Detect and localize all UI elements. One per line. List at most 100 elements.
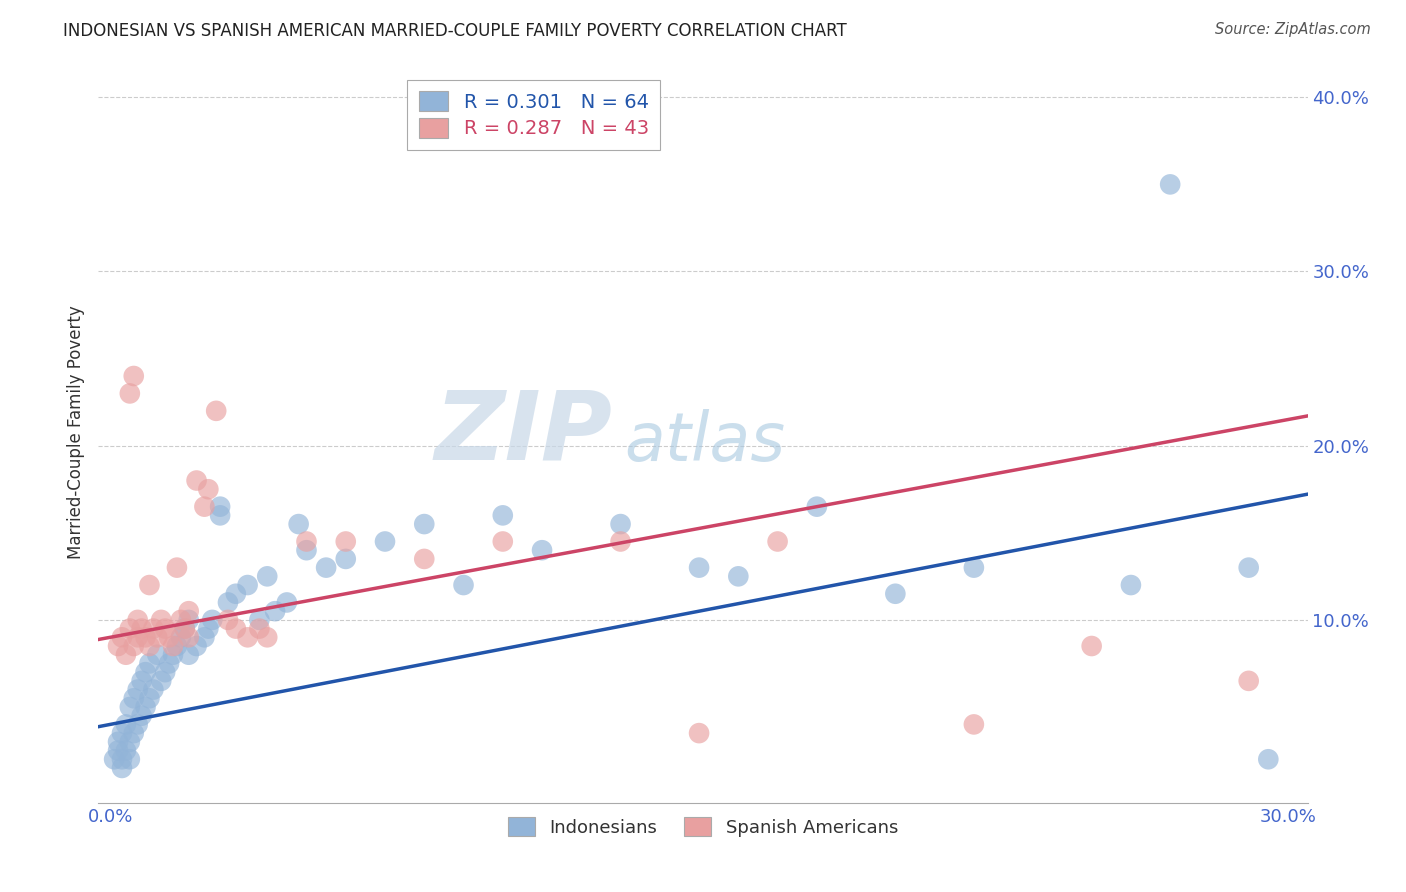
Indonesians: [1237, 560, 1260, 574]
Spanish Americans: [177, 630, 200, 644]
Spanish Americans: [205, 404, 228, 418]
Indonesians: [884, 587, 907, 601]
Indonesians: [177, 648, 200, 662]
Spanish Americans: [127, 613, 149, 627]
Spanish Americans: [138, 639, 160, 653]
Indonesians: [963, 560, 986, 574]
Indonesians: [247, 613, 270, 627]
Indonesians: [135, 700, 157, 714]
Spanish Americans: [197, 482, 219, 496]
Spanish Americans: [193, 500, 215, 514]
Indonesians: [531, 543, 554, 558]
Indonesians: [166, 639, 188, 653]
Spanish Americans: [166, 560, 188, 574]
Indonesians: [142, 682, 165, 697]
Spanish Americans: [335, 534, 357, 549]
Spanish Americans: [173, 622, 195, 636]
Indonesians: [609, 517, 631, 532]
Indonesians: [150, 673, 173, 688]
Text: INDONESIAN VS SPANISH AMERICAN MARRIED-COUPLE FAMILY POVERTY CORRELATION CHART: INDONESIAN VS SPANISH AMERICAN MARRIED-C…: [63, 22, 846, 40]
Spanish Americans: [256, 630, 278, 644]
Text: atlas: atlas: [624, 409, 786, 475]
Indonesians: [295, 543, 318, 558]
Indonesians: [107, 743, 129, 757]
Spanish Americans: [1237, 673, 1260, 688]
Spanish Americans: [963, 717, 986, 731]
Spanish Americans: [236, 630, 259, 644]
Spanish Americans: [295, 534, 318, 549]
Indonesians: [115, 743, 138, 757]
Spanish Americans: [146, 630, 169, 644]
Indonesians: [138, 691, 160, 706]
Indonesians: [193, 630, 215, 644]
Indonesians: [153, 665, 176, 680]
Indonesians: [1119, 578, 1142, 592]
Indonesians: [131, 673, 153, 688]
Indonesians: [186, 639, 208, 653]
Spanish Americans: [688, 726, 710, 740]
Indonesians: [127, 682, 149, 697]
Indonesians: [115, 717, 138, 731]
Indonesians: [197, 622, 219, 636]
Indonesians: [107, 735, 129, 749]
Spanish Americans: [413, 552, 436, 566]
Indonesians: [335, 552, 357, 566]
Indonesians: [118, 735, 141, 749]
Indonesians: [806, 500, 828, 514]
Indonesians: [177, 613, 200, 627]
Spanish Americans: [127, 630, 149, 644]
Indonesians: [688, 560, 710, 574]
Y-axis label: Married-Couple Family Poverty: Married-Couple Family Poverty: [66, 306, 84, 559]
Indonesians: [236, 578, 259, 592]
Spanish Americans: [177, 604, 200, 618]
Indonesians: [122, 691, 145, 706]
Spanish Americans: [150, 613, 173, 627]
Indonesians: [146, 648, 169, 662]
Spanish Americans: [1080, 639, 1102, 653]
Spanish Americans: [217, 613, 239, 627]
Indonesians: [217, 595, 239, 609]
Indonesians: [118, 700, 141, 714]
Spanish Americans: [138, 578, 160, 592]
Indonesians: [1257, 752, 1279, 766]
Indonesians: [111, 726, 134, 740]
Indonesians: [374, 534, 396, 549]
Text: ZIP: ZIP: [434, 386, 613, 479]
Indonesians: [209, 508, 232, 523]
Indonesians: [111, 752, 134, 766]
Indonesians: [453, 578, 475, 592]
Spanish Americans: [609, 534, 631, 549]
Indonesians: [170, 630, 193, 644]
Indonesians: [727, 569, 749, 583]
Spanish Americans: [135, 630, 157, 644]
Spanish Americans: [122, 639, 145, 653]
Indonesians: [127, 717, 149, 731]
Indonesians: [201, 613, 224, 627]
Indonesians: [413, 517, 436, 532]
Indonesians: [157, 657, 180, 671]
Indonesians: [276, 595, 298, 609]
Spanish Americans: [153, 622, 176, 636]
Indonesians: [315, 560, 337, 574]
Spanish Americans: [225, 622, 247, 636]
Indonesians: [256, 569, 278, 583]
Spanish Americans: [107, 639, 129, 653]
Spanish Americans: [170, 613, 193, 627]
Spanish Americans: [492, 534, 515, 549]
Spanish Americans: [157, 630, 180, 644]
Indonesians: [122, 726, 145, 740]
Legend: Indonesians, Spanish Americans: Indonesians, Spanish Americans: [499, 808, 907, 846]
Indonesians: [131, 708, 153, 723]
Indonesians: [225, 587, 247, 601]
Spanish Americans: [118, 386, 141, 401]
Indonesians: [162, 648, 184, 662]
Indonesians: [1159, 178, 1181, 192]
Indonesians: [111, 761, 134, 775]
Indonesians: [287, 517, 309, 532]
Spanish Americans: [186, 474, 208, 488]
Spanish Americans: [247, 622, 270, 636]
Spanish Americans: [131, 622, 153, 636]
Indonesians: [118, 752, 141, 766]
Indonesians: [103, 752, 125, 766]
Indonesians: [492, 508, 515, 523]
